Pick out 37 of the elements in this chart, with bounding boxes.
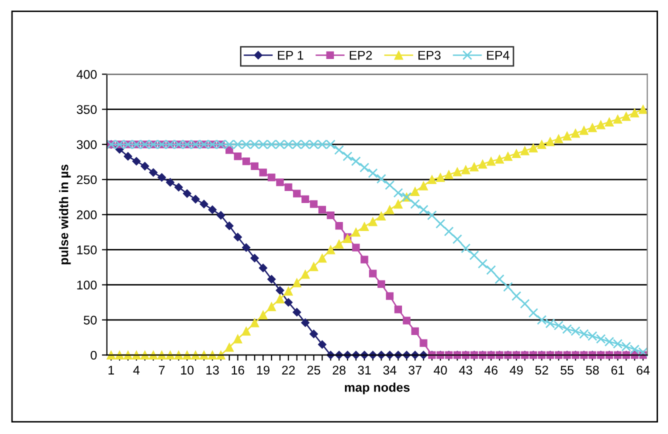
- x-tick-label: 34: [383, 366, 396, 375]
- x-tick-label: 43: [459, 366, 472, 375]
- y-tick-label: 100: [77, 280, 97, 290]
- legend-label: EP3: [418, 50, 441, 60]
- x-axis-title: map nodes: [344, 382, 410, 394]
- y-tick-label: 300: [76, 140, 97, 150]
- x-tick-label: 16: [232, 366, 244, 375]
- x-tick-label: 49: [510, 366, 523, 375]
- x-tick-label: 1: [108, 366, 114, 374]
- x-tick-label: 22: [282, 366, 295, 374]
- y-tick-label: 50: [84, 316, 97, 325]
- x-tick-label: 28: [332, 366, 346, 375]
- y-axis-title: pulse width in µs: [59, 164, 71, 264]
- x-tick-label: 46: [484, 366, 498, 375]
- y-tick-label: 200: [76, 210, 97, 220]
- x-tick-label: 25: [307, 366, 320, 375]
- y-tick-label: 0: [90, 350, 97, 360]
- x-tick-label: 10: [181, 366, 194, 375]
- x-tick-label: 52: [535, 366, 548, 375]
- x-tick-label: 4: [133, 366, 140, 374]
- x-tick-label: 55: [560, 366, 574, 375]
- legend-label: EP2: [350, 50, 372, 60]
- x-tick-label: 19: [257, 366, 270, 375]
- y-tick-label: 250: [76, 175, 97, 184]
- y-tick-label: 400: [76, 70, 97, 79]
- y-tick-label: 150: [77, 246, 97, 254]
- legend-label: EP 1: [278, 50, 304, 60]
- y-tick-label: 350: [76, 105, 97, 114]
- x-tick-label: 58: [586, 366, 599, 375]
- legend-label: EP4: [487, 50, 510, 60]
- x-tick-label: 31: [358, 366, 371, 375]
- x-tick-label: 64: [636, 366, 650, 375]
- x-tick-label: 40: [434, 366, 447, 375]
- x-tick-label: 7: [158, 366, 165, 374]
- x-tick-label: 13: [206, 366, 219, 375]
- x-tick-label: 37: [408, 366, 422, 375]
- x-tick-label: 61: [611, 366, 624, 375]
